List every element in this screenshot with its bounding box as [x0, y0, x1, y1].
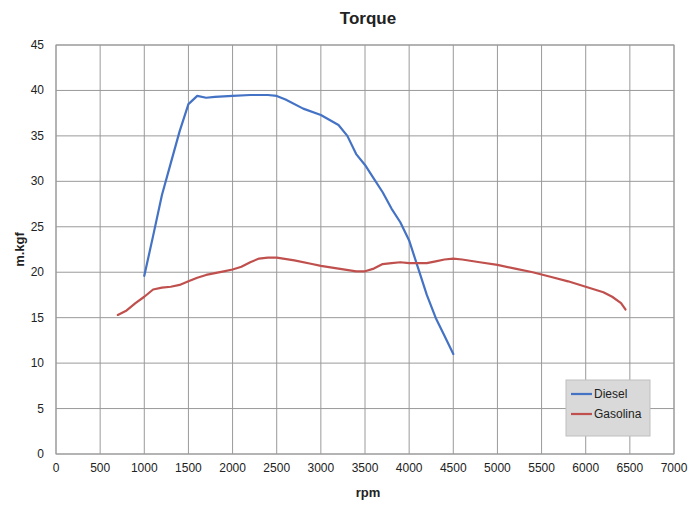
y-tick-label: 15: [31, 311, 45, 325]
x-tick-label: 6000: [572, 461, 599, 475]
x-tick-label: 4000: [396, 461, 423, 475]
x-grid-line: [276, 45, 277, 454]
y-tick-label: 30: [31, 174, 45, 188]
x-tick-label: 2500: [263, 461, 290, 475]
legend-box: [566, 380, 650, 436]
x-grid-line: [409, 45, 410, 454]
y-grid-line: [56, 181, 674, 182]
y-tick-label: 10: [31, 356, 45, 370]
x-grid-line: [541, 45, 542, 454]
grid: [56, 45, 674, 454]
x-tick-label: 5500: [528, 461, 555, 475]
x-axis-label: rpm: [356, 485, 381, 500]
chart: 0 500 1000 1500 2000 2500 3000 3500 4000 4500 5000…: [0, 0, 696, 512]
legend-label: Gasolina: [594, 407, 642, 421]
y-tick-label: 45: [31, 38, 45, 52]
x-grid-line: [497, 45, 498, 454]
x-grid-line: [320, 45, 321, 454]
y-grid-line: [56, 363, 674, 364]
y-tick-label: 5: [37, 402, 44, 416]
y-grid-line: [56, 135, 674, 136]
x-tick-label: 7000: [661, 461, 688, 475]
series-group: [118, 95, 626, 354]
series-line: [118, 258, 626, 315]
x-tick-label: 2000: [219, 461, 246, 475]
x-tick-label: 1500: [175, 461, 202, 475]
x-grid-line: [144, 45, 145, 454]
x-tick-label: 5000: [484, 461, 511, 475]
y-tick-label: 0: [37, 447, 44, 461]
plot-frame: [56, 45, 674, 454]
x-tick-label: 0: [53, 461, 60, 475]
x-tick-label: 3000: [308, 461, 335, 475]
legend: Diesel Gasolina: [566, 380, 650, 436]
x-grid-line: [100, 45, 101, 454]
legend-swatch: [571, 413, 592, 415]
y-axis-label: m.kgf: [12, 231, 27, 266]
y-grid-line: [56, 90, 674, 91]
x-grid-line: [365, 45, 366, 454]
x-grid-line: [232, 45, 233, 454]
y-tick-label: 35: [31, 129, 45, 143]
x-grid-line: [453, 45, 454, 454]
legend-label: Diesel: [594, 387, 627, 401]
legend-swatch: [571, 393, 592, 395]
x-tick-label: 3500: [352, 461, 379, 475]
x-tick-label: 4500: [440, 461, 467, 475]
x-tick-label: 6500: [617, 461, 644, 475]
title: Torque: [340, 9, 396, 28]
y-tick-label: 40: [31, 83, 45, 97]
y-tick-label: 25: [31, 220, 45, 234]
y-grid-line: [56, 317, 674, 318]
y-tick-label: 20: [31, 265, 45, 279]
series-line: [144, 95, 453, 354]
x-tick-label: 500: [90, 461, 110, 475]
y-grid-line: [56, 226, 674, 227]
x-tick-label: 1000: [131, 461, 158, 475]
